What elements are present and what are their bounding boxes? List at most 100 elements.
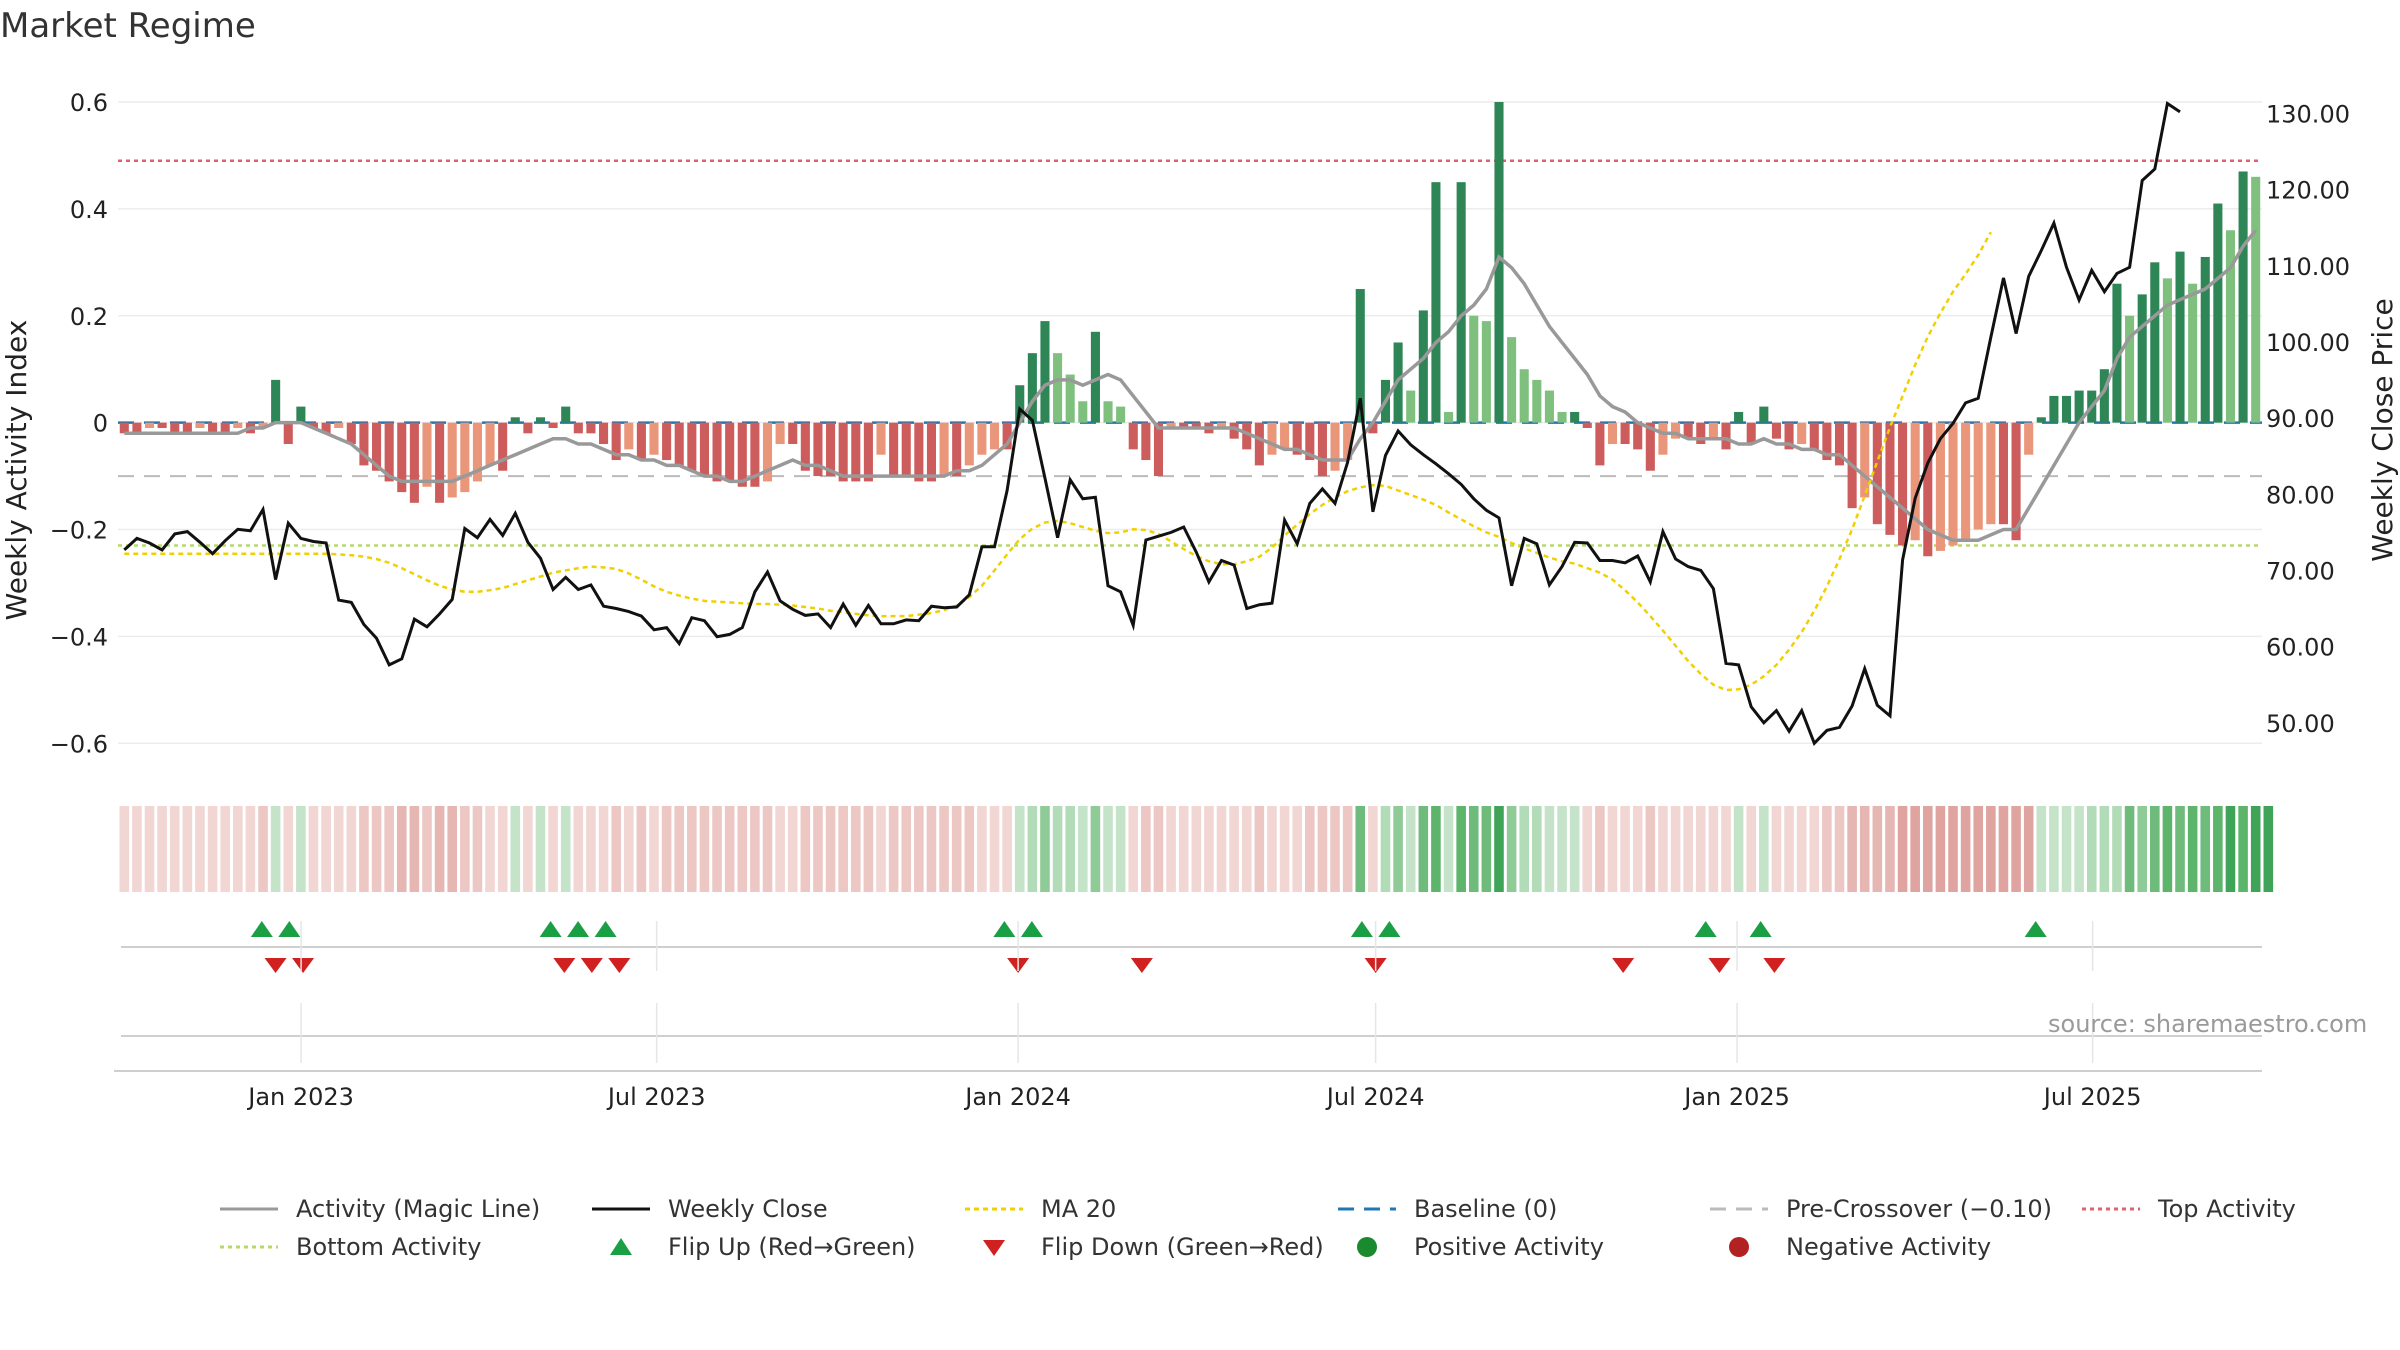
activity-bar (1179, 422, 1189, 428)
ribbon-cell (1998, 806, 2009, 892)
activity-bar (838, 422, 848, 482)
ribbon-cell (1771, 806, 1782, 892)
legend-swatch-close (592, 1207, 650, 1211)
activity-bar (750, 422, 760, 487)
y2-tick-label: 70.00 (2266, 557, 2335, 585)
activity-bar (1532, 379, 1542, 423)
activity-bar (271, 379, 281, 423)
ribbon-cell (1670, 806, 1681, 892)
activity-bar (422, 422, 432, 487)
activity-bar (1317, 422, 1327, 477)
ribbon-cell (926, 806, 937, 892)
activity-bar (2200, 256, 2210, 423)
ribbon-cell (1166, 806, 1176, 892)
y2-tick-label: 90.00 (2266, 405, 2335, 433)
ribbon-cell (636, 806, 647, 892)
activity-bar (1885, 422, 1895, 535)
activity-bar (119, 422, 129, 434)
ribbon-cell (1178, 806, 1189, 892)
activity-bar (1166, 422, 1176, 428)
activity-bar (611, 422, 621, 461)
activity-bar (2251, 176, 2261, 423)
activity-bar (687, 422, 697, 471)
activity-bar (1507, 337, 1517, 423)
ribbon-cell (2124, 806, 2135, 892)
ribbon-cell (233, 806, 243, 892)
ribbon-cell (649, 806, 659, 892)
activity-bar (1582, 422, 1592, 428)
ribbon-cell (1973, 806, 1984, 892)
activity-bar (1973, 422, 1983, 530)
ribbon-cell (2213, 806, 2223, 892)
ribbon-cell (1002, 806, 1012, 892)
activity-bar (283, 422, 293, 445)
activity-bar (1759, 406, 1769, 423)
activity-bar (447, 422, 457, 498)
ribbon-cell (1014, 806, 1025, 892)
activity-bar (2188, 283, 2198, 423)
ribbon-cell (1393, 806, 1403, 892)
activity-bar (195, 422, 205, 428)
activity-bar (548, 422, 558, 428)
activity-bar (2137, 294, 2147, 423)
activity-bar (1216, 422, 1227, 428)
activity-bar (788, 422, 798, 445)
flip-up-marker (567, 921, 590, 937)
legend-item-flipdown: Flip Down (Green→Red) (965, 1233, 1324, 1261)
ribbon-cell (1796, 806, 1807, 892)
ribbon-cell (283, 806, 294, 892)
activity-bar (2150, 262, 2160, 423)
ribbon-cell (674, 806, 685, 892)
activity-bar (1355, 289, 1365, 423)
ribbon-cell (1595, 806, 1605, 892)
ribbon-cell (1027, 806, 1038, 892)
activity-bar (964, 422, 974, 466)
flip-down-marker (1763, 958, 1786, 973)
activity-bar (1986, 422, 1996, 525)
legend-item-pos: Positive Activity (1338, 1233, 1604, 1261)
activity-bar (914, 422, 924, 482)
ribbon-cell (434, 806, 445, 892)
ribbon-cell (687, 806, 697, 892)
ribbon-cell (1620, 806, 1630, 892)
activity-bar (334, 422, 344, 428)
ribbon-cell (800, 806, 811, 892)
activity-bar (1343, 422, 1353, 461)
ribbon-cell (548, 806, 558, 892)
ribbon-cell (1872, 806, 1883, 892)
activity-bar (876, 422, 886, 455)
y-tick-label: −0.4 (50, 623, 108, 651)
flip-up-marker (993, 921, 1016, 937)
activity-bar (889, 422, 899, 477)
ribbon-cell (1065, 806, 1075, 892)
activity-bar (2162, 278, 2172, 423)
source-note: source: sharemaestro.com (2048, 1010, 2368, 1038)
activity-bar (1002, 422, 1012, 450)
x-tick-label: Jul 2025 (2042, 1083, 2142, 1111)
ribbon-cell (1115, 806, 1126, 892)
ribbon-cell (258, 806, 268, 892)
ribbon-cell (333, 806, 344, 892)
legend-item-precross: Pre-Crossover (−0.10) (1710, 1195, 2052, 1223)
ribbon-cell (737, 806, 748, 892)
ribbon-cell (535, 806, 546, 892)
ribbon-cell (712, 806, 722, 892)
ribbon-cell (964, 806, 975, 892)
ribbon-cell (977, 806, 987, 892)
ribbon-cell (1695, 806, 1706, 892)
chart-title: Market Regime (0, 6, 256, 46)
flip-up-marker (278, 921, 301, 937)
ribbon-cell (2250, 806, 2261, 892)
activity-bar (1027, 353, 1037, 423)
ribbon-cell (2162, 806, 2173, 892)
activity-bar (977, 422, 987, 455)
series-lines (123, 100, 2258, 747)
ribbon-cell (321, 806, 331, 892)
ribbon-cell (169, 806, 180, 892)
activity-bar (586, 422, 596, 434)
y-tick-label: 0.2 (70, 303, 108, 331)
x-axis: Jan 2023 Jul 2023 Jan 2024 Jul 2024 Jan 2025… (114, 921, 2262, 1111)
ribbon-cell (813, 806, 823, 892)
activity-bar (1128, 422, 1138, 450)
ribbon-cell (1922, 806, 1933, 892)
